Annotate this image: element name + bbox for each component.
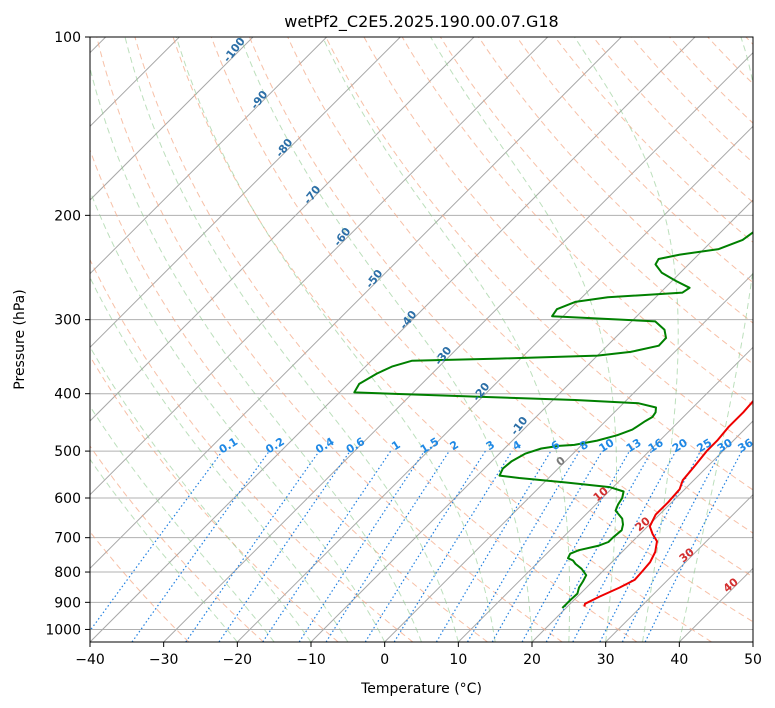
- dry-adiabat: [516, 37, 753, 284]
- x-axis-title: Temperature (°C): [360, 681, 482, 697]
- y-tick-label: 500: [54, 444, 81, 460]
- chart-title: wetPf2_C2E5.2025.190.00.07.G18: [284, 12, 558, 32]
- x-tick-label: 10: [449, 652, 467, 668]
- isotherm-gridline: [90, 37, 622, 570]
- dry-adiabat: [249, 37, 753, 578]
- y-tick-label: 1000: [45, 622, 81, 638]
- y-axis-title: Pressure (hPa): [12, 289, 28, 389]
- moist-adiabat: [90, 276, 349, 642]
- moist-adiabat: [90, 345, 312, 642]
- y-tick-label: 600: [54, 491, 81, 507]
- x-tick-label: −40: [75, 652, 105, 668]
- dry-adiabat: [210, 37, 753, 623]
- mixing-ratio-line: [644, 450, 743, 642]
- mixing-ratio-line: [393, 450, 513, 642]
- x-tick-label: −20: [223, 652, 253, 668]
- y-tick-label: 100: [54, 30, 81, 46]
- mixing-ratio-line: [262, 450, 392, 642]
- isotherm-gridline: [531, 420, 753, 642]
- mixing-ratio-line: [521, 450, 631, 642]
- y-tick-label: 700: [54, 531, 81, 547]
- isotherm-gridline: [236, 125, 753, 642]
- mixing-ratio-line: [298, 450, 425, 642]
- moist-adiabat: [90, 458, 238, 642]
- mixing-ratio-line: [545, 450, 653, 642]
- moist-adiabat: [124, 37, 459, 642]
- moist-adiabat: [430, 37, 617, 642]
- x-tick-label: −10: [296, 652, 326, 668]
- isotherm-gridline: [605, 493, 753, 642]
- moist-adiabat: [90, 189, 386, 642]
- y-tick-label: 200: [54, 208, 81, 224]
- x-tick-label: 0: [380, 652, 389, 668]
- mixing-ratio-line: [131, 450, 270, 642]
- isotherm-gridline: [457, 346, 753, 642]
- x-tick-label: 30: [597, 652, 615, 668]
- dry-adiabat: [134, 37, 638, 642]
- x-tick-label: 40: [670, 652, 688, 668]
- dry-adiabat: [325, 37, 753, 491]
- moist-adiabat: [90, 65, 422, 642]
- y-tick-label: 400: [54, 387, 81, 403]
- x-tick-label: 50: [744, 652, 762, 668]
- dewpoint-profile-line: [353, 231, 753, 609]
- dry-adiabat: [90, 355, 339, 642]
- temperature-profile-line: [583, 399, 753, 607]
- x-tick-label: 20: [523, 652, 541, 668]
- moist-adiabat: [175, 37, 496, 642]
- isotherm-gridline: [90, 37, 475, 422]
- mixing-ratio-line: [185, 450, 320, 642]
- isotherm-gridline: [310, 199, 753, 642]
- dry-adiabat: [287, 37, 753, 534]
- mixing-ratio-line: [218, 450, 351, 642]
- mixing-ratio-line: [325, 450, 450, 642]
- isotherm-gridline: [163, 51, 753, 642]
- plot-frame: [89, 36, 754, 643]
- dry-adiabat: [172, 37, 712, 642]
- dry-adiabat: [96, 37, 563, 642]
- isotherm-gridline: [90, 37, 328, 275]
- moist-adiabat: [678, 37, 753, 642]
- dry-adiabat: [90, 258, 414, 642]
- y-tick-label: 900: [54, 595, 81, 611]
- isotherm-gridline: [90, 37, 549, 496]
- mixing-ratio-line: [572, 450, 677, 642]
- dry-adiabat: [90, 445, 264, 642]
- y-tick-label: 300: [54, 313, 81, 329]
- x-tick-label: −30: [149, 652, 179, 668]
- isotherm-gridline: [384, 272, 753, 642]
- mixing-ratio-line: [90, 450, 223, 632]
- moist-adiabat: [239, 37, 533, 642]
- y-tick-label: 800: [54, 565, 81, 581]
- isotherm-gridline: [90, 37, 254, 201]
- moist-adiabat: [90, 405, 275, 642]
